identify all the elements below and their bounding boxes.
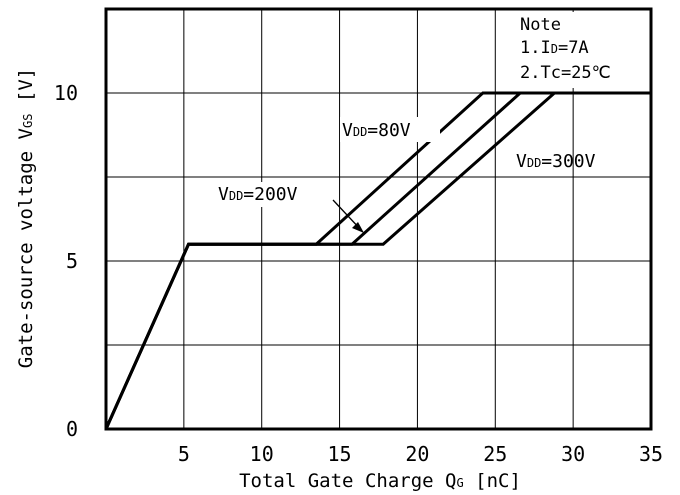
x-tick-label: 25: [483, 442, 507, 466]
vdd200-label: VDD=200V: [218, 184, 298, 205]
y-tick-labels: 0 5 10: [54, 81, 78, 441]
vdd300-sub: DD: [527, 156, 541, 170]
x-axis-label-sub: G: [456, 476, 463, 490]
vdd80-label-background: [340, 117, 440, 142]
note-line1-suffix: =7A: [558, 38, 589, 58]
vdd200-arrow-head: [352, 222, 364, 233]
y-axis-label-unit: [V]: [15, 68, 37, 114]
vdd80-prefix: V: [342, 120, 353, 141]
vdd300-suffix: =300V: [541, 151, 595, 172]
vdd200-arrow: [332, 199, 364, 233]
x-tick-label: 10: [250, 442, 274, 466]
y-axis-label-main: Gate-source voltage V: [15, 128, 37, 368]
series-line-3: [104, 91, 651, 430]
y-axis-label: Gate-source voltage VGS [V]: [15, 68, 37, 368]
x-tick-label: 15: [328, 442, 352, 466]
y-tick-label: 10: [54, 81, 78, 105]
x-tick-label: 20: [405, 442, 429, 466]
x-axis-label-unit: [nC]: [464, 470, 521, 492]
x-tick-label: 35: [639, 442, 663, 466]
plot-frame: [104, 7, 653, 431]
vdd300-prefix: V: [516, 151, 527, 172]
vdd300-label: VDD=300V: [516, 151, 596, 172]
note-line1-prefix: 1.I: [520, 38, 551, 58]
vdd80-sub: DD: [353, 125, 367, 139]
y-axis-label-sub: GS: [21, 114, 35, 128]
vdd200-sub: DD: [229, 189, 243, 203]
x-tick-label: 30: [561, 442, 585, 466]
x-tick-label: 5: [178, 442, 190, 466]
note-background: [512, 12, 648, 88]
vdd200-label-background: [214, 182, 332, 207]
vdd200-suffix: =200V: [243, 184, 297, 205]
y-tick-label: 5: [66, 249, 78, 273]
series-lines: [104, 91, 651, 430]
vdd80-label: VDD=80V: [342, 120, 411, 141]
note-line2: 2.Tc=25℃: [520, 63, 611, 83]
vdd80-suffix: =80V: [367, 120, 411, 141]
note-title: Note: [520, 15, 561, 35]
note-line1: 1.ID=7A: [520, 38, 589, 58]
x-axis-label: Total Gate Charge QG [nC]: [239, 470, 521, 492]
x-tick-labels: 5 10 15 20 25 30 35: [178, 442, 663, 466]
y-tick-label: 0: [66, 417, 78, 441]
vdd200-prefix: V: [218, 184, 229, 205]
note-line1-sub: D: [551, 42, 558, 56]
x-axis-label-main: Total Gate Charge Q: [239, 470, 456, 492]
